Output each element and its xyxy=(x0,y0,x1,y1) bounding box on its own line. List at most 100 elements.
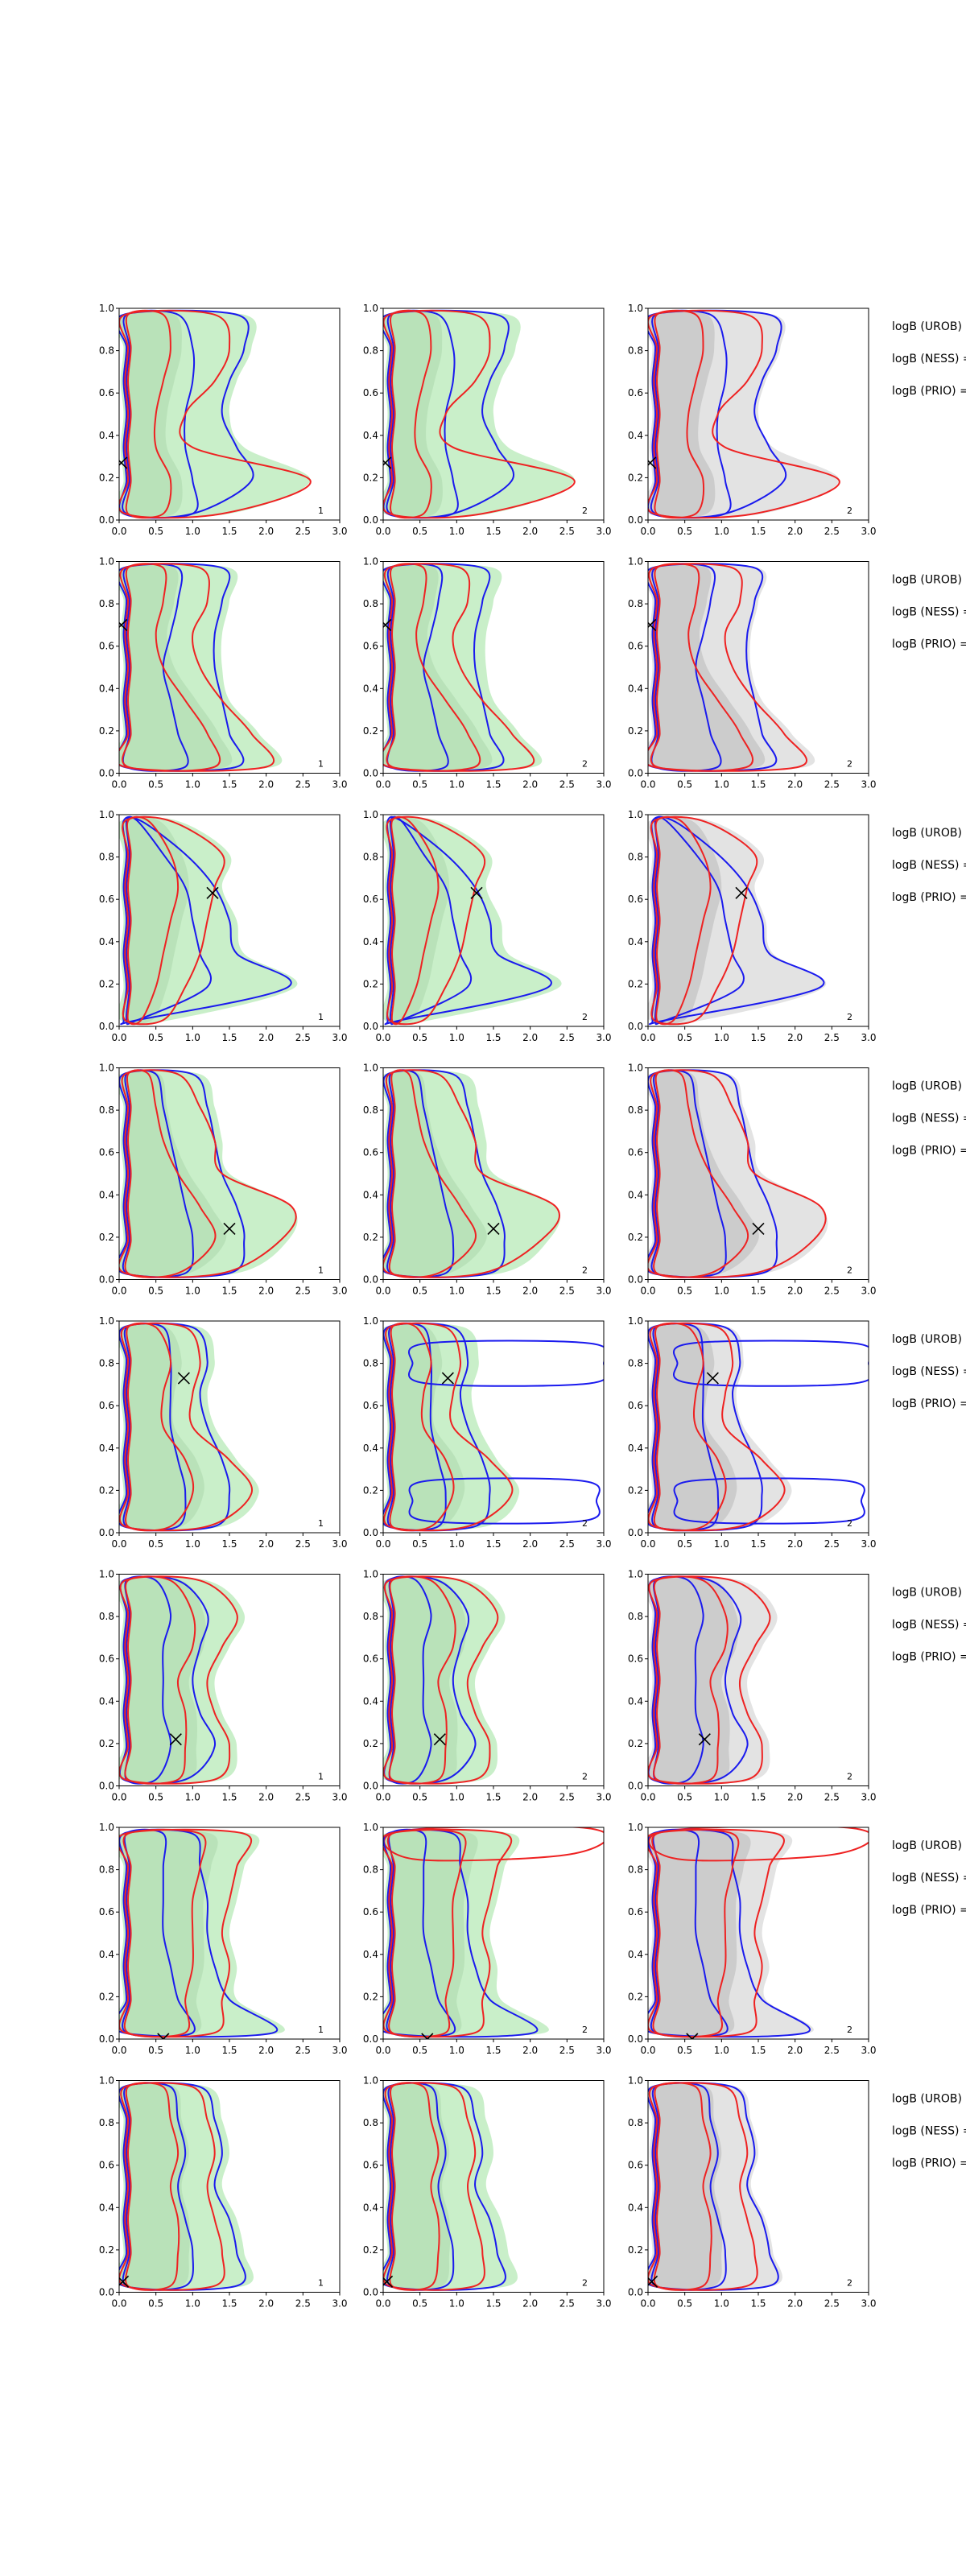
panel-corner-label: 2 xyxy=(582,506,588,516)
x-tick-label: 2.5 xyxy=(559,779,575,791)
x-tick-label: 0.0 xyxy=(640,1032,655,1043)
red-contour-outer xyxy=(386,815,486,1026)
x-tick-label: 1.0 xyxy=(449,1538,464,1550)
x-tick-label: 0.5 xyxy=(677,1538,692,1550)
y-tick-label: 0.0 xyxy=(628,1274,643,1286)
density-fill-inner xyxy=(383,564,493,771)
x-tick-label: 2.0 xyxy=(258,526,274,537)
x-tick-label: 1.5 xyxy=(750,1286,766,1297)
y-tick-label: 0.4 xyxy=(99,1189,114,1200)
x-tick-label: 2.5 xyxy=(824,526,840,537)
x-tick-label: 1.5 xyxy=(750,1032,766,1043)
density-fill-inner xyxy=(119,310,183,518)
y-tick-label: 0.8 xyxy=(628,852,643,863)
y-tick-label: 0.6 xyxy=(363,894,378,905)
panel-corner-label: 1 xyxy=(318,759,324,770)
y-tick-label: 0.4 xyxy=(363,1949,378,1960)
x-tick-label: 0.0 xyxy=(111,779,126,791)
y-tick-label: 1.0 xyxy=(363,2075,378,2087)
panel-r7-c2: 0.0 0.5 1.0 1.5 2.0 2.5 3.0 0.0 0.2 0.4 0.6 0.8 1.0 2 xyxy=(363,1822,612,2056)
x-tick-label: 0.0 xyxy=(375,779,390,791)
x-tick-label: 0.0 xyxy=(375,1792,390,1803)
x-tick-label: 1.0 xyxy=(449,1032,464,1043)
red-contour-outer xyxy=(648,1069,827,1278)
y-tick-label: 0.0 xyxy=(363,2287,378,2298)
x-tick-label: 0.5 xyxy=(148,1032,163,1043)
y-tick-label: 0.2 xyxy=(628,1484,643,1496)
x-tick-label: 3.0 xyxy=(332,1286,347,1297)
legend-label-row2: logB (PRIO) = xyxy=(892,638,966,651)
blue-contour-outer xyxy=(648,1069,778,1278)
red-contour-outer xyxy=(119,2082,225,2291)
y-tick-label: 0.4 xyxy=(99,1695,114,1707)
red-contour-outer xyxy=(383,1828,512,2038)
x-tick-label: 0.5 xyxy=(677,1792,692,1803)
x-tick-label: 0.0 xyxy=(640,2045,655,2056)
y-tick-label: 1.0 xyxy=(99,556,114,568)
x-tick-label: 0.0 xyxy=(111,1538,126,1550)
x-tick-label: 2.5 xyxy=(824,1538,840,1550)
panel-corner-label: 1 xyxy=(318,2025,324,2035)
x-tick-label: 0.5 xyxy=(412,1032,427,1043)
marker-x-icon xyxy=(119,618,128,631)
y-tick-label: 0.2 xyxy=(363,978,378,989)
panel-corner-label: 1 xyxy=(318,1012,324,1022)
x-tick-label: 2.0 xyxy=(787,2298,803,2310)
x-tick-label: 2.5 xyxy=(559,1032,575,1043)
x-tick-label: 1.0 xyxy=(449,2045,464,2056)
y-tick-label: 0.6 xyxy=(363,1147,378,1158)
x-tick-label: 1.0 xyxy=(449,2298,464,2310)
x-tick-label: 0.5 xyxy=(412,1792,427,1803)
x-tick-label: 2.0 xyxy=(787,1792,803,1803)
y-tick-label: 0.8 xyxy=(99,1358,114,1369)
x-tick-label: 0.5 xyxy=(412,779,427,791)
x-tick-label: 0.0 xyxy=(375,1286,390,1297)
panel-r8-c2: 0.0 0.5 1.0 1.5 2.0 2.5 3.0 0.0 0.2 0.4 0.6 0.8 1.0 2 xyxy=(363,2075,612,2310)
y-tick-label: 1.0 xyxy=(99,1822,114,1833)
y-tick-label: 0.6 xyxy=(628,2160,643,2171)
x-tick-label: 2.5 xyxy=(824,779,840,791)
y-tick-label: 1.0 xyxy=(628,1063,643,1074)
x-tick-label: 1.0 xyxy=(714,1286,729,1297)
y-tick-label: 0.0 xyxy=(363,768,378,779)
x-tick-label: 2.0 xyxy=(787,1032,803,1043)
x-tick-label: 1.5 xyxy=(485,1032,501,1043)
y-tick-label: 0.6 xyxy=(628,387,643,398)
x-tick-label: 1.0 xyxy=(714,2298,729,2310)
panel-corner-label: 2 xyxy=(582,759,588,770)
x-tick-label: 2.0 xyxy=(787,526,803,537)
panel-corner-label: 1 xyxy=(318,1518,324,1529)
density-fill-inner xyxy=(648,2083,723,2290)
x-tick-label: 1.0 xyxy=(185,1286,200,1297)
density-fill-inner xyxy=(121,816,189,1025)
legend-label-row5: logB (PRIO) = xyxy=(892,1397,966,1410)
y-tick-label: 0.6 xyxy=(363,1653,378,1665)
x-tick-label: 2.0 xyxy=(787,1286,803,1297)
marker-x-icon xyxy=(648,2275,658,2288)
x-tick-label: 0.5 xyxy=(148,1538,163,1550)
x-tick-label: 1.0 xyxy=(185,2045,200,2056)
legend-label-row5: logB (UROB) = xyxy=(892,1333,966,1346)
legend-label-row4: logB (UROB) = xyxy=(892,1080,966,1093)
density-fill-inner xyxy=(383,1070,487,1278)
density-fill-inner xyxy=(648,1576,739,1784)
y-tick-label: 0.8 xyxy=(99,2117,114,2128)
x-tick-label: 2.0 xyxy=(258,2298,274,2310)
x-tick-label: 1.5 xyxy=(750,779,766,791)
marker-x-icon xyxy=(119,456,128,469)
x-tick-label: 3.0 xyxy=(861,1538,876,1550)
panel-r1-c2: 0.0 0.5 1.0 1.5 2.0 2.5 3.0 0.0 0.2 0.4 0.6 0.8 1.0 2 xyxy=(363,303,612,537)
y-tick-label: 0.4 xyxy=(628,683,643,694)
x-tick-label: 1.5 xyxy=(221,1792,237,1803)
red-contour-outer xyxy=(119,1322,254,1532)
x-tick-label: 2.5 xyxy=(295,1032,311,1043)
x-tick-label: 2.0 xyxy=(258,1032,274,1043)
y-tick-label: 0.2 xyxy=(99,725,114,737)
density-fill-inner xyxy=(119,564,233,771)
y-tick-label: 0.0 xyxy=(99,1527,114,1538)
red-contour-outer xyxy=(383,309,576,519)
x-tick-label: 1.0 xyxy=(714,2045,729,2056)
panel-r2-c2: 0.0 0.5 1.0 1.5 2.0 2.5 3.0 0.0 0.2 0.4 0.6 0.8 1.0 2 xyxy=(363,556,612,791)
legend-label-row4: logB (NESS) = xyxy=(892,1113,966,1125)
red-contour-inner xyxy=(653,2082,712,2291)
